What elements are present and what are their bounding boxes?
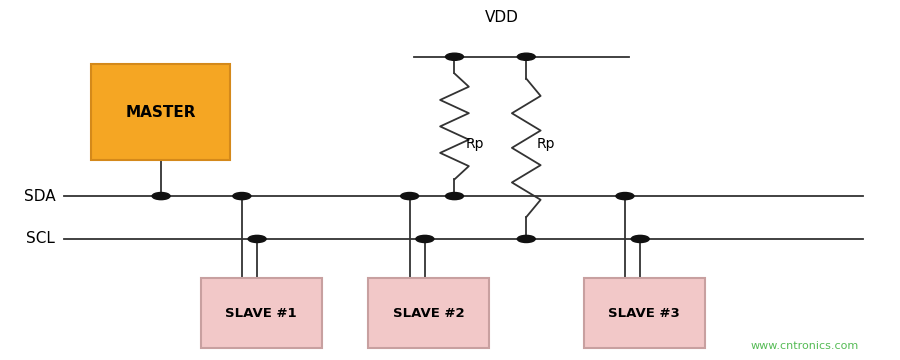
FancyBboxPatch shape — [91, 64, 230, 160]
Circle shape — [616, 193, 634, 200]
Text: www.cntronics.com: www.cntronics.com — [751, 342, 859, 351]
Text: VDD: VDD — [485, 10, 519, 25]
Circle shape — [248, 235, 266, 243]
Circle shape — [400, 193, 418, 200]
Circle shape — [152, 193, 170, 200]
Circle shape — [233, 193, 251, 200]
Text: SLAVE #1: SLAVE #1 — [225, 307, 297, 320]
Circle shape — [446, 193, 464, 200]
Text: SCL: SCL — [26, 231, 55, 247]
FancyBboxPatch shape — [584, 278, 705, 348]
Text: Rp: Rp — [465, 137, 484, 151]
Text: Rp: Rp — [537, 137, 555, 151]
Text: SLAVE #3: SLAVE #3 — [608, 307, 680, 320]
Circle shape — [518, 53, 536, 60]
FancyBboxPatch shape — [201, 278, 321, 348]
Text: SDA: SDA — [23, 189, 55, 203]
Text: SLAVE #2: SLAVE #2 — [393, 307, 464, 320]
Circle shape — [631, 235, 649, 243]
Circle shape — [416, 235, 434, 243]
FancyBboxPatch shape — [368, 278, 490, 348]
Circle shape — [518, 235, 536, 243]
Text: MASTER: MASTER — [125, 105, 196, 120]
Circle shape — [446, 53, 464, 60]
